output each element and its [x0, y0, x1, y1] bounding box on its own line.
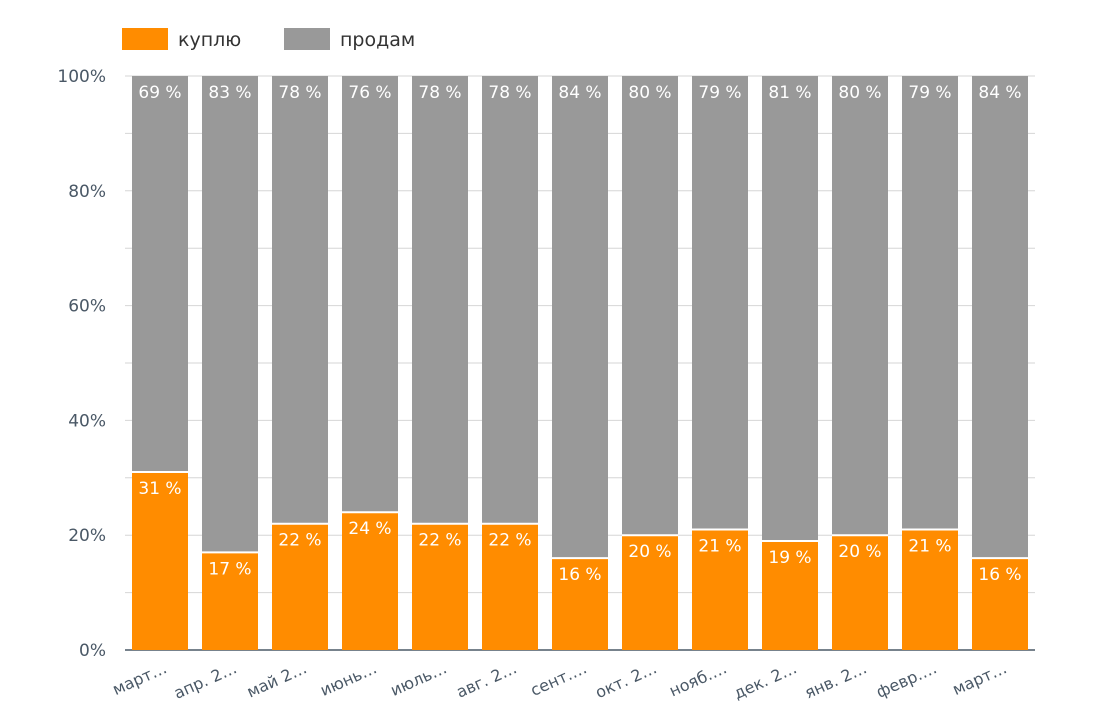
data-label-sell-3: 78 % [278, 83, 321, 103]
y-tick-label-1: 20% [68, 526, 106, 546]
bar-sell-7 [552, 76, 608, 559]
data-label-sell-1: 69 % [138, 83, 181, 103]
x-tick-label-10: дек. 2… [731, 658, 800, 703]
data-label-buy-2: 17 % [208, 559, 251, 579]
bar-sell-13 [972, 76, 1028, 559]
bar-sell-12 [902, 76, 958, 530]
bar-sell-8 [622, 76, 678, 536]
bar-buy-4 [342, 512, 398, 650]
x-tick-label-6: авг. 2… [453, 658, 519, 701]
bar-buy-10 [762, 540, 818, 650]
bar-sell-9 [692, 76, 748, 530]
data-label-buy-12: 21 % [908, 536, 951, 556]
x-axis: март… апр. 2… май 2… июнь… июль… авг. 2… сент.… [109, 658, 1009, 703]
y-axis: 0% 20% 40% 60% 80% 100% [57, 67, 106, 661]
data-label-buy-11: 20 % [838, 542, 881, 562]
data-label-sell-11: 80 % [838, 83, 881, 103]
y-tick-label-3: 60% [68, 297, 106, 317]
data-label-buy-10: 19 % [768, 548, 811, 568]
bars: 31 % 69 % 17 % 83 % 22 % 78 % 24 % 76 % 22 % 78 %… [132, 76, 1028, 650]
bar-sell-5 [412, 76, 468, 524]
data-label-sell-5: 78 % [418, 83, 461, 103]
x-tick-label-9: нояб.… [666, 658, 729, 700]
x-tick-label-5: июль… [388, 658, 450, 700]
data-label-buy-8: 20 % [628, 542, 671, 562]
data-label-buy-5: 22 % [418, 531, 461, 551]
data-label-sell-6: 78 % [488, 83, 531, 103]
bar-buy-12 [902, 529, 958, 650]
bar-buy-7 [552, 558, 608, 650]
x-tick-label-1: март… [109, 658, 169, 699]
x-tick-label-8: окт. 2… [592, 658, 659, 702]
legend-swatch-1 [122, 28, 168, 50]
bar-buy-13 [972, 558, 1028, 650]
y-tick-label-0: 0% [79, 641, 106, 661]
data-label-sell-7: 84 % [558, 83, 601, 103]
x-tick-label-12: февр.… [873, 658, 939, 701]
legend-swatch-2 [284, 28, 330, 50]
x-tick-label-7: сент.… [528, 658, 590, 700]
data-label-sell-9: 79 % [698, 83, 741, 103]
x-tick-label-4: июнь… [317, 658, 379, 700]
bar-buy-9 [692, 529, 748, 650]
y-tick-label-5: 100% [57, 67, 106, 87]
bar-sell-4 [342, 76, 398, 513]
data-label-buy-13: 16 % [978, 565, 1021, 585]
x-tick-label-13: март… [949, 658, 1009, 699]
data-label-buy-6: 22 % [488, 531, 531, 551]
data-label-sell-10: 81 % [768, 83, 811, 103]
legend-label-2: продам [340, 29, 415, 51]
data-label-sell-2: 83 % [208, 83, 251, 103]
x-tick-label-3: май 2… [244, 658, 310, 701]
bar-buy-2 [202, 552, 258, 650]
data-label-buy-9: 21 % [698, 536, 741, 556]
x-tick-label-11: янв. 2… [802, 658, 870, 702]
bar-sell-1 [132, 76, 188, 473]
data-label-sell-12: 79 % [908, 83, 951, 103]
bar-sell-3 [272, 76, 328, 524]
bar-sell-11 [832, 76, 888, 536]
legend-label-1: куплю [178, 29, 241, 51]
bar-sell-6 [482, 76, 538, 524]
data-label-buy-1: 31 % [138, 479, 181, 499]
bar-buy-8 [622, 535, 678, 650]
y-tick-label-2: 40% [68, 411, 106, 431]
bar-buy-5 [412, 523, 468, 650]
bar-buy-3 [272, 523, 328, 650]
bar-buy-11 [832, 535, 888, 650]
data-label-buy-3: 22 % [278, 531, 321, 551]
data-label-buy-4: 24 % [348, 519, 391, 539]
y-tick-label-4: 80% [68, 182, 106, 202]
bar-buy-1 [132, 472, 188, 650]
data-label-sell-4: 76 % [348, 83, 391, 103]
legend: куплю продам [122, 28, 415, 51]
data-label-buy-7: 16 % [558, 565, 601, 585]
x-tick-label-2: апр. 2… [171, 658, 240, 703]
bar-buy-6 [482, 523, 538, 650]
bar-sell-10 [762, 76, 818, 541]
data-label-sell-13: 84 % [978, 83, 1021, 103]
bar-sell-2 [202, 76, 258, 553]
data-label-sell-8: 80 % [628, 83, 671, 103]
